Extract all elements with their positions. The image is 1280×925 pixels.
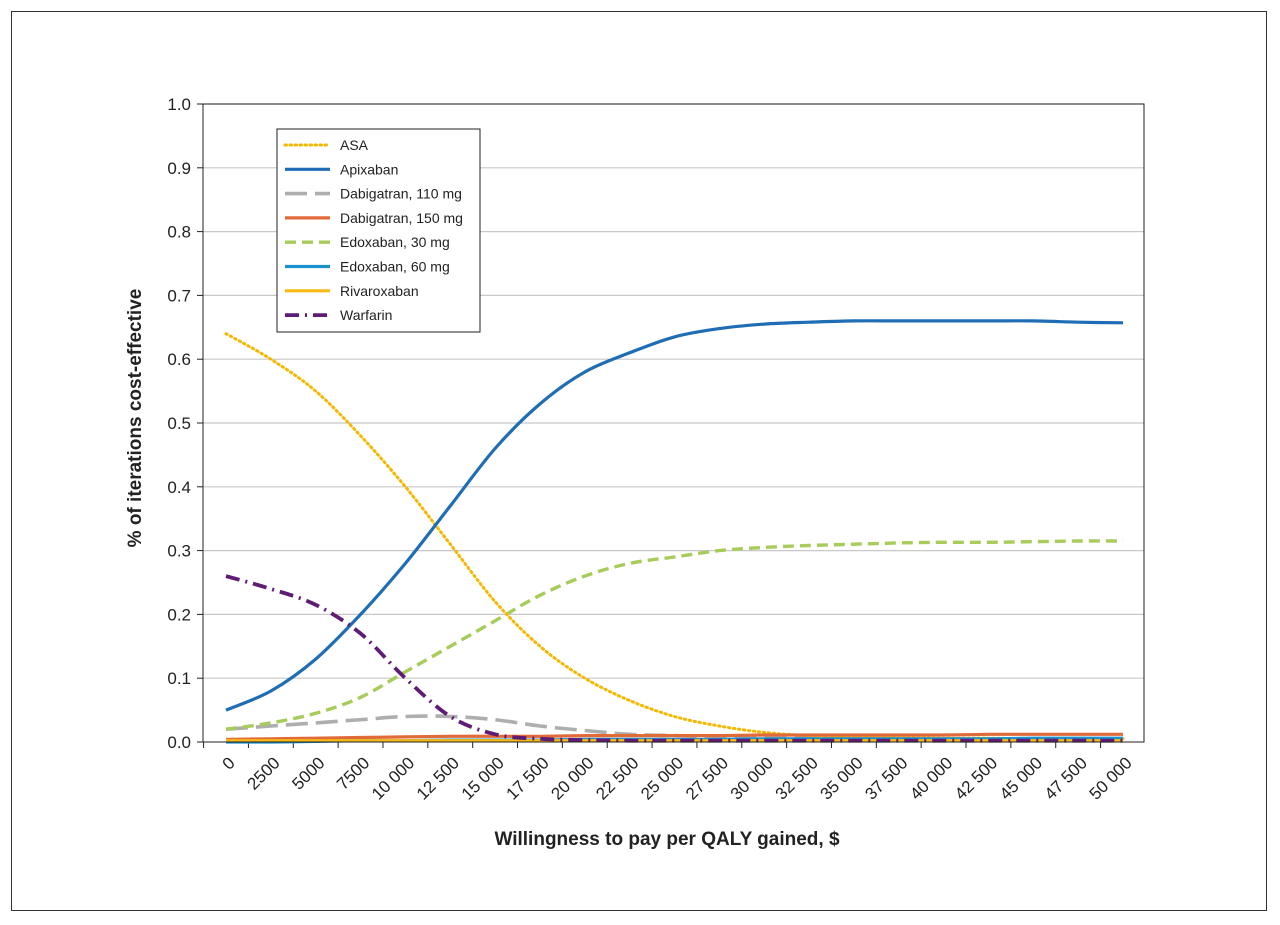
x-tick-label: 0: [219, 753, 239, 773]
x-tick-label: 22 500: [592, 753, 642, 803]
legend-label-rivaroxaban: Rivaroxaban: [340, 283, 419, 299]
series-line-dabigatran-150-mg: [225, 732, 1124, 742]
legend: ASA Apixaban Dabigatran, 110 mg Dabigatran,…: [276, 128, 481, 333]
x-tick-label: 12 500: [413, 753, 463, 803]
series-line-apixaban: [225, 319, 1124, 712]
y-tick-label: 0.4: [167, 478, 191, 497]
y-axis-title: % of iterations cost-effective: [125, 289, 146, 548]
legend-label-warfarin: Warfarin: [340, 307, 392, 323]
x-tick-label: 37 500: [861, 753, 911, 803]
y-tick-label: 0.1: [167, 669, 191, 688]
x-tick-label: 30 000: [727, 753, 777, 803]
figure-frame: [11, 11, 1267, 911]
series-line-edoxaban-30-mg: [225, 539, 1124, 731]
x-tick-label: 7500: [333, 753, 373, 793]
y-tick-label: 0.2: [167, 605, 191, 624]
x-tick-label: 17 500: [503, 753, 553, 803]
x-tick-label: 10 000: [368, 753, 418, 803]
legend-box: [276, 128, 481, 333]
y-tick-label: 0.0: [167, 733, 191, 752]
legend-label-dabigatran-110-mg: Dabigatran, 110 mg: [340, 186, 462, 202]
plot-area: [202, 103, 1145, 743]
y-tick-label: 0.5: [167, 414, 191, 433]
y-axis-ticks: 0.0 0.1 0.2 0.3 0.4 0.5 0.6 0.7 0.8 0.9 1.0: [167, 95, 203, 752]
x-tick-label: 47 500: [1041, 753, 1091, 803]
legend-label-asa: ASA: [340, 137, 369, 153]
legend-label-edoxaban-30-mg: Edoxaban, 30 mg: [340, 234, 450, 250]
x-tick-label: 40 000: [906, 753, 956, 803]
x-tick-label: 50 000: [1086, 753, 1136, 803]
x-axis-title: Willingness to pay per QALY gained, $: [494, 829, 840, 850]
x-tick-label: 25 000: [637, 753, 687, 803]
y-tick-label: 0.3: [167, 542, 191, 561]
y-tick-label: 0.7: [167, 286, 191, 305]
x-tick-label: 35 000: [817, 753, 867, 803]
x-tick-label: 15 000: [458, 753, 508, 803]
x-tick-label: 5000: [288, 753, 328, 793]
y-tick-label: 0.6: [167, 350, 191, 369]
x-tick-label: 45 000: [996, 753, 1046, 803]
x-tick-label: 2500: [243, 753, 283, 793]
x-tick-label: 42 500: [951, 753, 1001, 803]
x-tick-label: 32 500: [772, 753, 822, 803]
legend-label-edoxaban-60-mg: Edoxaban, 60 mg: [340, 259, 450, 275]
legend-label-dabigatran-150-mg: Dabigatran, 150 mg: [340, 210, 463, 226]
y-tick-label: 0.8: [167, 223, 191, 242]
legend-label-apixaban: Apixaban: [340, 161, 398, 177]
y-tick-label: 1.0: [167, 95, 191, 114]
series-lines: [224, 319, 1125, 744]
x-tick-label: 20 000: [547, 753, 597, 803]
x-tick-label: 27 500: [682, 753, 732, 803]
y-tick-label: 0.9: [167, 159, 191, 178]
